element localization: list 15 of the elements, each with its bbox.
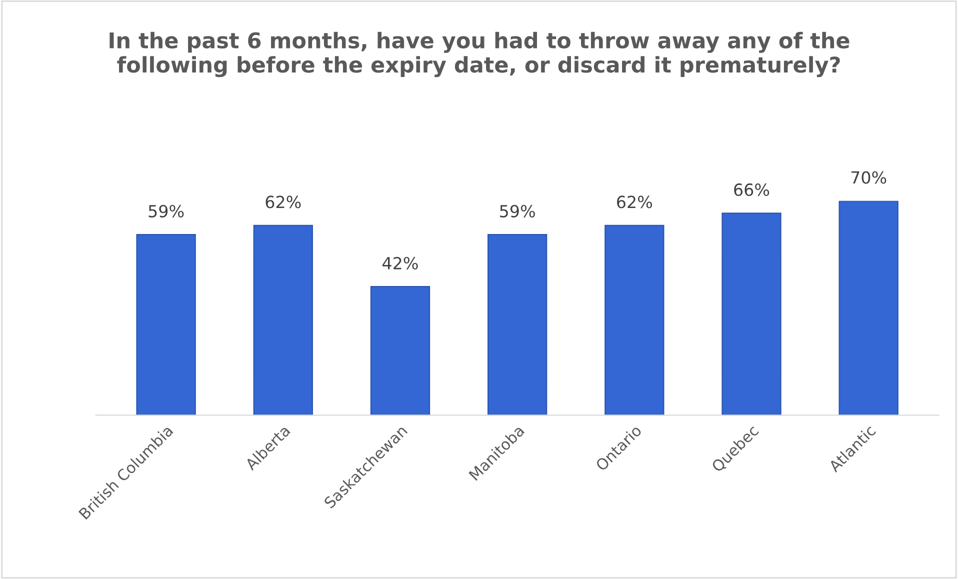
data-label: 70% [851, 171, 886, 184]
data-label: 66% [734, 183, 770, 196]
data-label: 59% [500, 204, 535, 218]
bar [136, 234, 196, 416]
data-label: 59% [148, 204, 184, 218]
data-label: 42% [382, 256, 418, 270]
bar [370, 286, 430, 416]
bar [487, 234, 548, 416]
bar [838, 200, 898, 416]
chart-title: In the past 6 months, have you had to throw away any of the following before the expiry date, or discard it prematurely? [110, 32, 850, 78]
data-label: 62% [266, 196, 301, 208]
bar [722, 212, 782, 416]
data-label: 62% [617, 196, 652, 208]
bar [604, 224, 664, 416]
bar [253, 224, 313, 416]
